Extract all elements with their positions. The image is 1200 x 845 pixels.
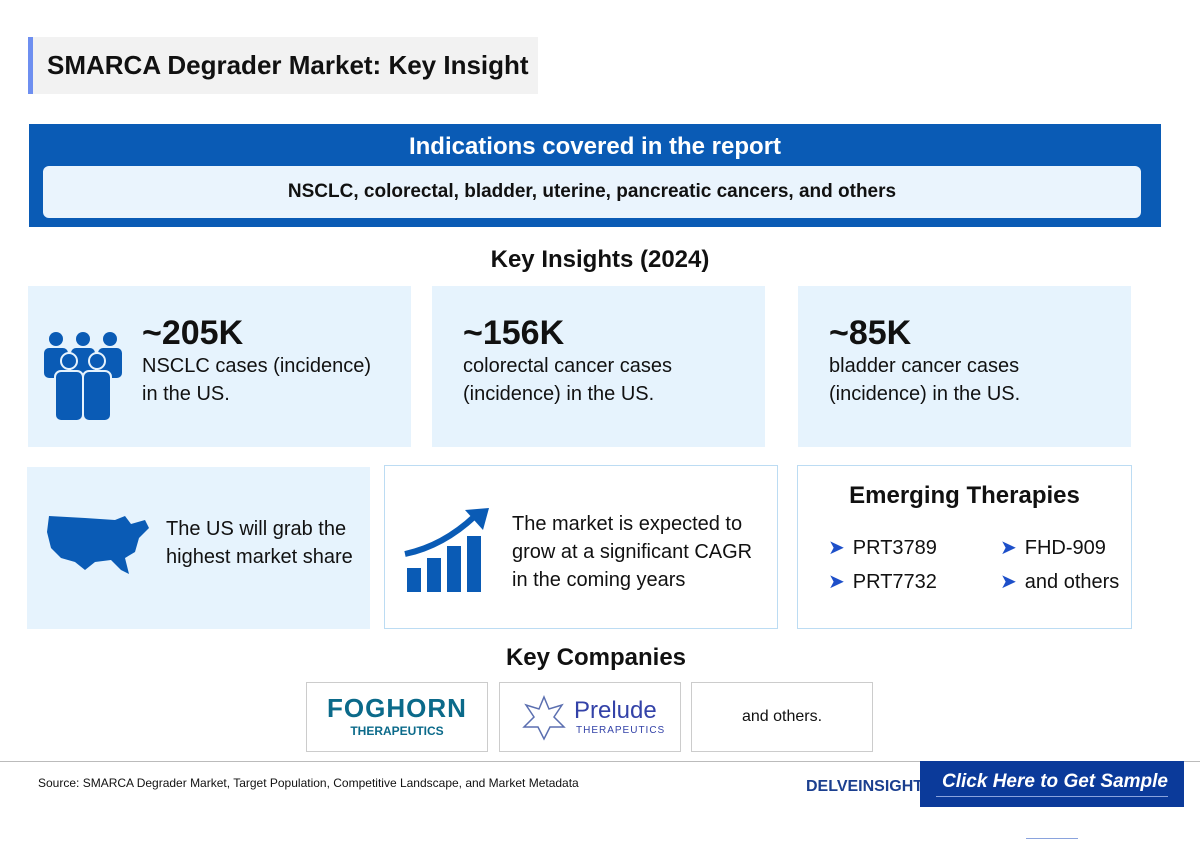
people-icon <box>44 332 122 421</box>
stat-line2: (incidence) in the US. <box>463 383 655 405</box>
foghorn-logo: FOGHORN THERAPEUTICS <box>306 682 488 752</box>
therapies-heading: Emerging Therapies <box>849 482 1080 509</box>
get-sample-page-button[interactable]: Click Here to Get Sample Page <box>920 761 1184 839</box>
us-share-line2: highest market share <box>166 546 353 568</box>
key-companies-heading: Key Companies <box>505 644 687 671</box>
emerging-therapies-card: Emerging Therapies ➤ PRT3789 ➤ FHD-909 ➤ PR… <box>797 465 1132 629</box>
prelude-logo: Prelude THERAPEUTICS <box>499 682 681 752</box>
stat-value: ~85K <box>829 314 912 352</box>
prelude-star-icon <box>522 695 566 741</box>
stat-line2: (incidence) in the US. <box>829 383 1021 405</box>
chevron-right-icon: ➤ <box>1000 537 1017 559</box>
stat-line2: in the US. <box>142 383 230 405</box>
therapy-item: ➤ PRT7732 <box>828 571 937 593</box>
indications-panel: Indications covered in the report NSCLC,… <box>29 124 1161 227</box>
us-share-line1: The US will grab the <box>166 518 347 540</box>
growth-line1: The market is expected to <box>512 513 743 535</box>
stat-line1: bladder cancer cases <box>829 355 1020 377</box>
therapy-item: ➤ PRT3789 <box>828 537 937 559</box>
stat-value: ~205K <box>142 314 244 352</box>
stat-card-nsclc: ~205K NSCLC cases (incidence) in the US. <box>28 286 411 447</box>
growth-card: The market is expected to grow at a sign… <box>384 465 778 629</box>
chevron-right-icon: ➤ <box>828 537 845 559</box>
chevron-right-icon: ➤ <box>1000 571 1017 593</box>
indications-heading: Indications covered in the report <box>408 133 782 160</box>
key-insights-heading: Key Insights (2024) <box>490 246 710 273</box>
other-companies: and others. <box>691 682 873 752</box>
us-map-icon <box>47 516 149 574</box>
therapy-item: ➤ FHD-909 <box>1000 537 1106 559</box>
us-share-card: The US will grab the highest market shar… <box>27 467 370 629</box>
page-title: SMARCA Degrader Market: Key Insight <box>28 37 538 94</box>
growth-line2: grow at a significant CAGR <box>512 541 753 563</box>
therapy-item: ➤ and others <box>1000 571 1120 593</box>
stat-line1: colorectal cancer cases <box>463 355 672 377</box>
stat-value: ~156K <box>463 314 565 352</box>
stat-card-bladder: ~85K bladder cancer cases (incidence) in… <box>798 286 1131 447</box>
growth-line3: in the coming years <box>512 569 686 591</box>
stat-line1: NSCLC cases (incidence) <box>142 355 371 377</box>
footer-divider <box>0 761 1200 762</box>
delveinsight-logo: DELVEINSIGHT <box>806 778 924 795</box>
chevron-right-icon: ➤ <box>828 571 845 593</box>
indications-text: NSCLC, colorectal, bladder, uterine, pan… <box>43 166 1141 218</box>
source-text: Source: SMARCA Degrader Market, Target P… <box>38 776 579 790</box>
stat-card-colorectal: ~156K colorectal cancer cases (incidence… <box>432 286 765 447</box>
growth-chart-icon <box>404 508 489 592</box>
